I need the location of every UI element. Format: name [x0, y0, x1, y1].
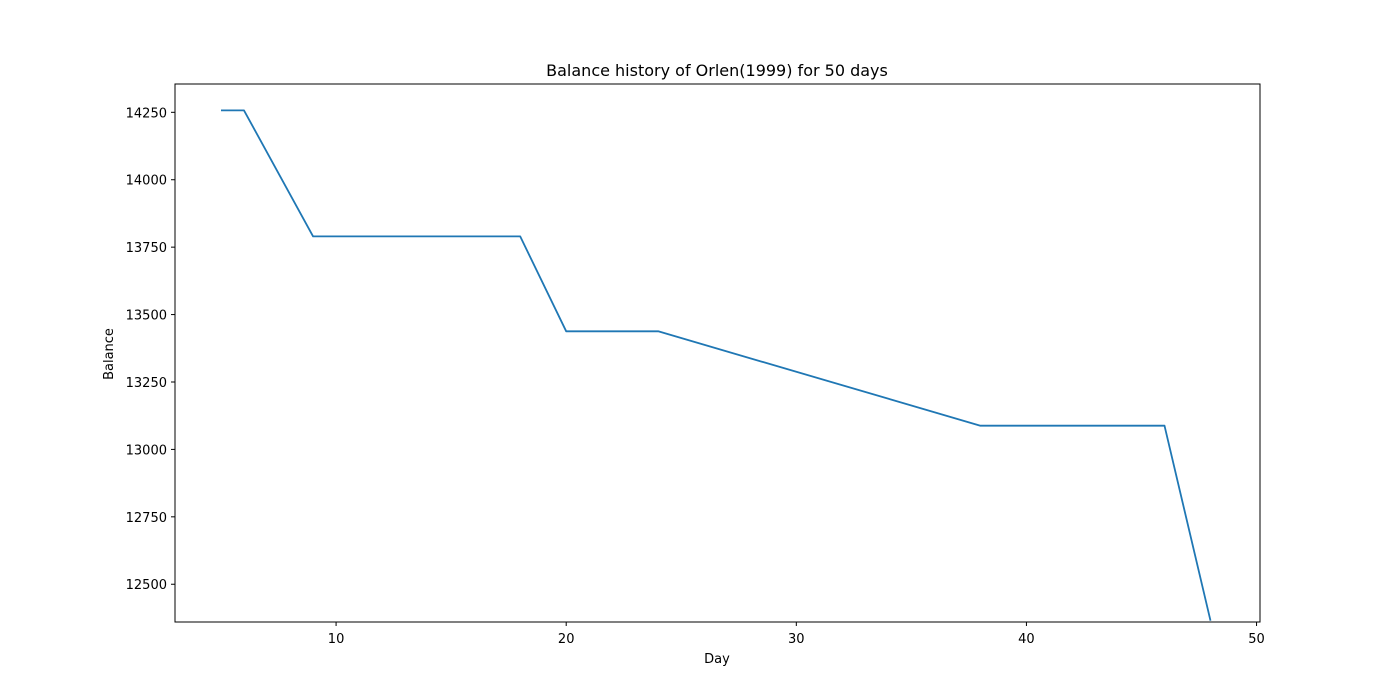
y-axis: 12500 12750 13000 13250 13500 13750 14000 14250: [126, 106, 175, 593]
x-tick-label: 50: [1248, 632, 1265, 647]
y-tick-label: 14250: [126, 106, 167, 121]
x-tick-label: 40: [1018, 632, 1035, 647]
y-axis-label: Balance: [102, 328, 117, 380]
y-tick-label: 12500: [126, 578, 167, 593]
x-tick-label: 30: [788, 632, 805, 647]
x-axis: 10 20 30 40 50: [328, 622, 1265, 647]
chart-title: Balance history of Orlen(1999) for 50 da…: [546, 61, 888, 80]
plot-area: [221, 109, 1212, 621]
series-line-0: [221, 109, 1212, 621]
plot-frame: [174, 83, 1261, 623]
y-tick-label: 13250: [126, 376, 167, 391]
y-tick-label: 14000: [126, 174, 167, 189]
y-tick-label: 12750: [126, 511, 167, 526]
y-tick-label: 13750: [126, 241, 167, 256]
y-tick-label: 13000: [126, 443, 167, 458]
x-axis-label: Day: [704, 652, 730, 667]
x-tick-label: 10: [328, 632, 345, 647]
y-tick-label: 13500: [126, 309, 167, 324]
x-tick-label: 20: [558, 632, 575, 647]
